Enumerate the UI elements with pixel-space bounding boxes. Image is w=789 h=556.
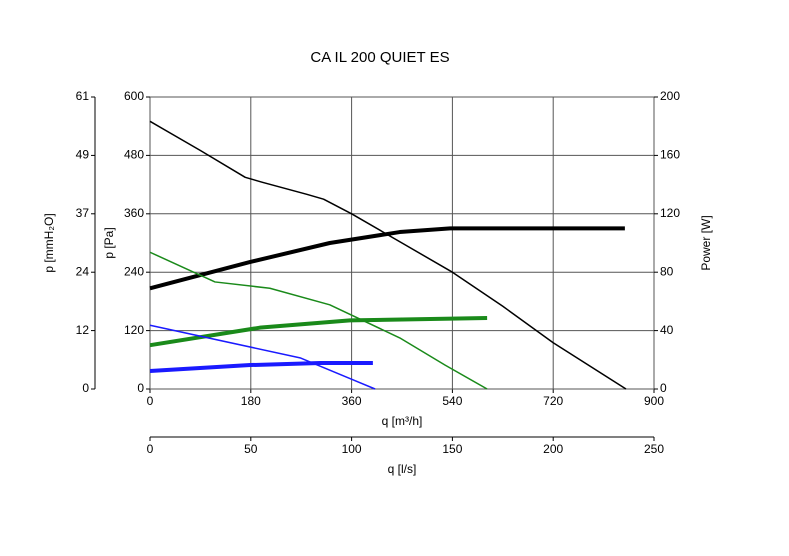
y3-tick-label: 0 <box>82 381 89 395</box>
y2-tick-label: 40 <box>660 323 674 337</box>
x-tick-label: 180 <box>241 394 261 408</box>
y2-tick-label: 0 <box>660 381 667 395</box>
data-line <box>149 361 373 374</box>
y2-tick-label: 160 <box>660 148 680 162</box>
y2-axis-label: Power [W] <box>699 215 713 270</box>
x2-tick-label: 150 <box>442 442 462 456</box>
y3-axis-label: p [mmH₂O] <box>42 213 56 272</box>
x-tick-label: 900 <box>644 394 664 408</box>
data-line <box>149 120 627 390</box>
chart-title: CA IL 200 QUIET ES <box>310 49 449 66</box>
data-line <box>149 251 488 390</box>
x2-tick-label: 200 <box>543 442 563 456</box>
y-tick-label: 480 <box>124 148 144 162</box>
y2-tick-label: 120 <box>660 206 680 220</box>
data-line <box>149 226 625 291</box>
y-tick-label: 0 <box>137 381 144 395</box>
data-line <box>149 316 488 348</box>
y-tick-label: 600 <box>124 89 144 103</box>
x-tick-label: 720 <box>543 394 563 408</box>
y-axis-label: p [Pa] <box>102 227 116 258</box>
y-tick-label: 360 <box>124 206 144 220</box>
x2-tick-label: 0 <box>147 442 154 456</box>
data-line <box>149 324 376 390</box>
x2-tick-label: 100 <box>342 442 362 456</box>
y-tick-label: 120 <box>124 323 144 337</box>
y3-tick-label: 24 <box>76 264 90 278</box>
y3-tick-label: 49 <box>76 148 90 162</box>
y3-tick-label: 37 <box>76 206 90 220</box>
y3-tick-label: 61 <box>76 89 90 103</box>
x2-tick-label: 50 <box>244 442 258 456</box>
y-tick-label: 240 <box>124 264 144 278</box>
x-axis-label: q [m³/h] <box>382 414 423 428</box>
x2-axis-label: q [l/s] <box>388 462 417 476</box>
x-tick-label: 540 <box>442 394 462 408</box>
y2-tick-label: 80 <box>660 264 674 278</box>
y3-tick-label: 12 <box>76 323 90 337</box>
y2-tick-label: 200 <box>660 89 680 103</box>
x-tick-label: 0 <box>147 394 154 408</box>
x2-tick-label: 250 <box>644 442 664 456</box>
x-tick-label: 360 <box>342 394 362 408</box>
